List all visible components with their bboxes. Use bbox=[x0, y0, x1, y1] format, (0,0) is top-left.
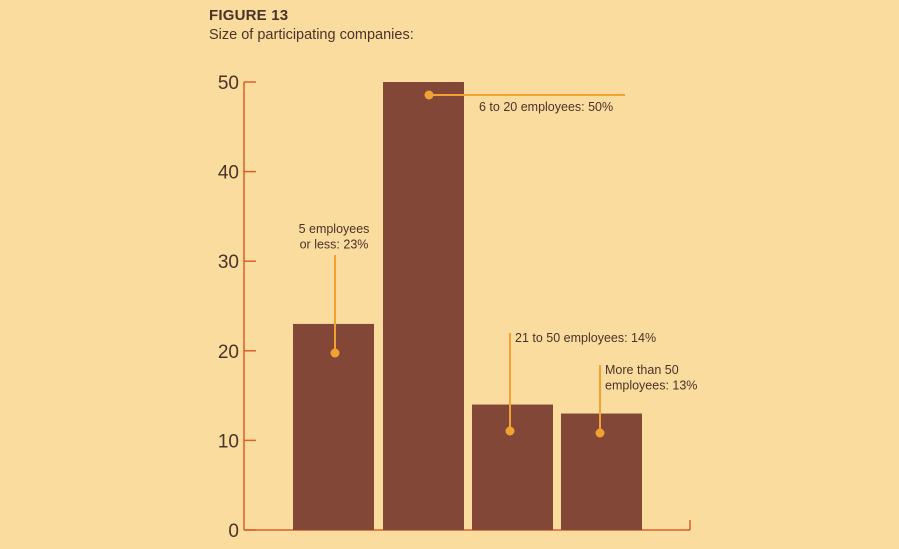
callout-dot bbox=[595, 428, 605, 438]
data-label: 21 to 50 employees: 14% bbox=[515, 331, 656, 345]
bar bbox=[383, 82, 464, 530]
bar bbox=[293, 323, 374, 530]
figure-label: FIGURE 13 bbox=[209, 7, 289, 24]
y-tick-label: 0 bbox=[228, 521, 239, 542]
data-label: or less: 23% bbox=[300, 238, 369, 252]
callout-dot bbox=[330, 348, 340, 358]
data-label: 6 to 20 employees: 50% bbox=[479, 100, 613, 114]
y-tick-label: 40 bbox=[218, 163, 239, 184]
y-tick-label: 50 bbox=[218, 73, 239, 94]
data-label: 5 employees bbox=[299, 222, 370, 236]
callouts: 5 employees or less: 23% 6 to 20 employees… bbox=[299, 90, 697, 438]
callout-dot bbox=[424, 90, 434, 100]
y-tick-label: 20 bbox=[218, 342, 239, 363]
y-tick-label: 30 bbox=[218, 252, 239, 273]
y-tick-label: 10 bbox=[218, 431, 239, 452]
data-label: More than 50 bbox=[605, 363, 679, 377]
bar bbox=[472, 404, 553, 530]
data-label: employees: 13% bbox=[605, 379, 697, 393]
figure-subtitle: Size of participating companies: bbox=[209, 27, 414, 43]
bars bbox=[293, 82, 642, 530]
callout-dot bbox=[505, 426, 515, 436]
